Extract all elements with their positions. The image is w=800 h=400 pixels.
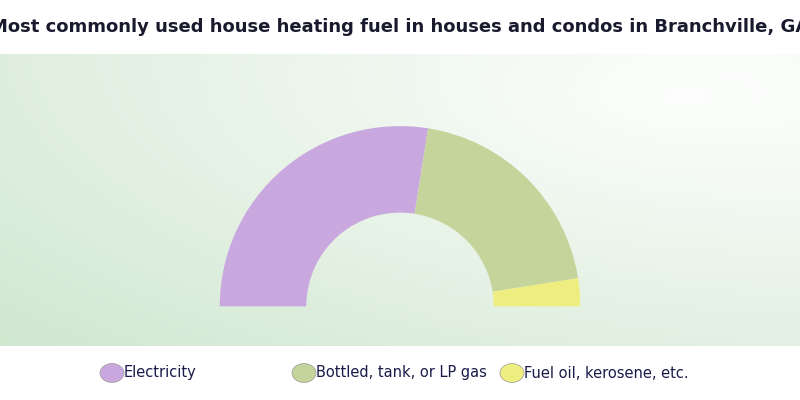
Ellipse shape bbox=[100, 364, 124, 382]
Text: Most commonly used house heating fuel in houses and condos in Branchville, GA: Most commonly used house heating fuel in… bbox=[0, 18, 800, 36]
Ellipse shape bbox=[292, 364, 316, 382]
Text: Electricity: Electricity bbox=[124, 366, 197, 380]
Ellipse shape bbox=[500, 364, 524, 382]
Text: Fuel oil, kerosene, etc.: Fuel oil, kerosene, etc. bbox=[524, 366, 689, 380]
Wedge shape bbox=[414, 128, 578, 292]
Wedge shape bbox=[493, 278, 580, 306]
Text: Bottled, tank, or LP gas: Bottled, tank, or LP gas bbox=[316, 366, 487, 380]
Wedge shape bbox=[220, 126, 428, 306]
